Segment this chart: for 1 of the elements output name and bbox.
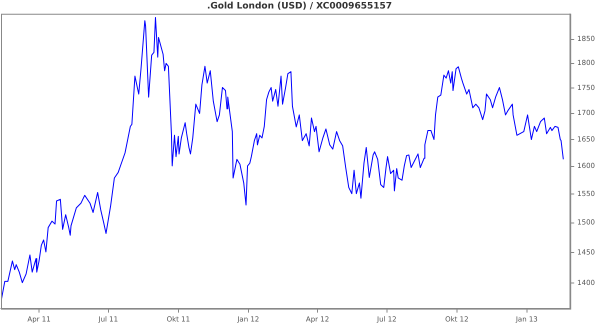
chart-title: .Gold London (USD) / XC0009655157 (206, 2, 392, 12)
